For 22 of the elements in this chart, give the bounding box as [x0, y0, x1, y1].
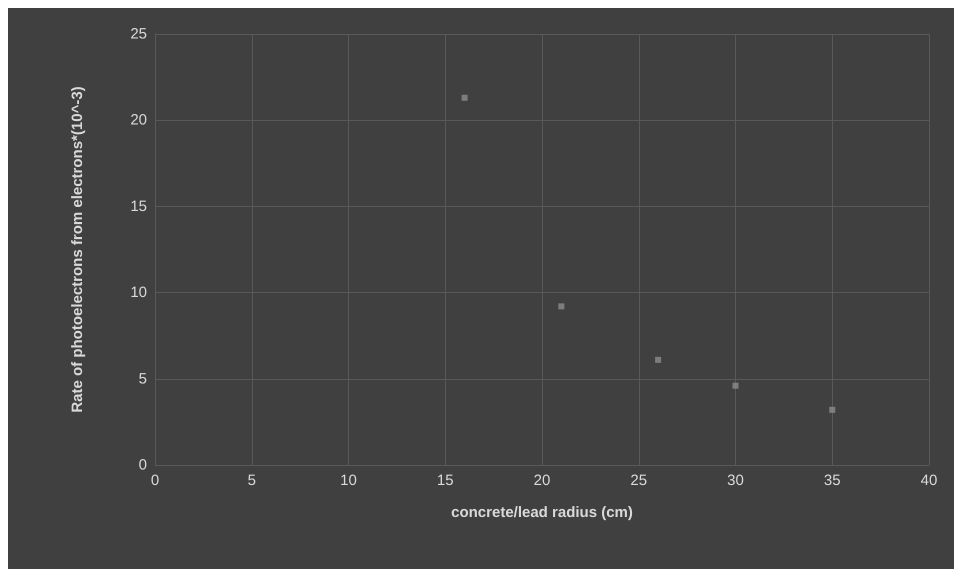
- x-axis-title: concrete/lead radius (cm): [451, 504, 633, 521]
- y-tick-label: 15: [130, 198, 147, 215]
- x-tick-label: 30: [727, 472, 744, 489]
- x-tick-label: 40: [920, 472, 938, 489]
- x-tick-label: 15: [436, 472, 454, 489]
- point: [655, 356, 662, 363]
- y-tick-label: 0: [138, 456, 147, 474]
- y-tick-label: 5: [138, 370, 147, 388]
- x-tick-label: 0: [150, 472, 160, 489]
- point: [558, 303, 564, 310]
- x-tick-label: 5: [248, 472, 256, 489]
- point: [829, 406, 836, 413]
- point: [732, 382, 738, 389]
- point: [462, 94, 468, 101]
- x-tick-label: 10: [340, 472, 357, 489]
- y-tick-label: 25: [130, 26, 147, 42]
- y-axis-title: Rate of photoelectrons from electrons*(10^-3): [69, 86, 86, 413]
- x-tick-label: 35: [824, 472, 841, 489]
- x-tick-label: 20: [534, 472, 550, 489]
- y-tick-label: 10: [130, 284, 147, 302]
- x-tick-label: 25: [630, 472, 648, 489]
- y-tick-label: 20: [130, 112, 147, 129]
